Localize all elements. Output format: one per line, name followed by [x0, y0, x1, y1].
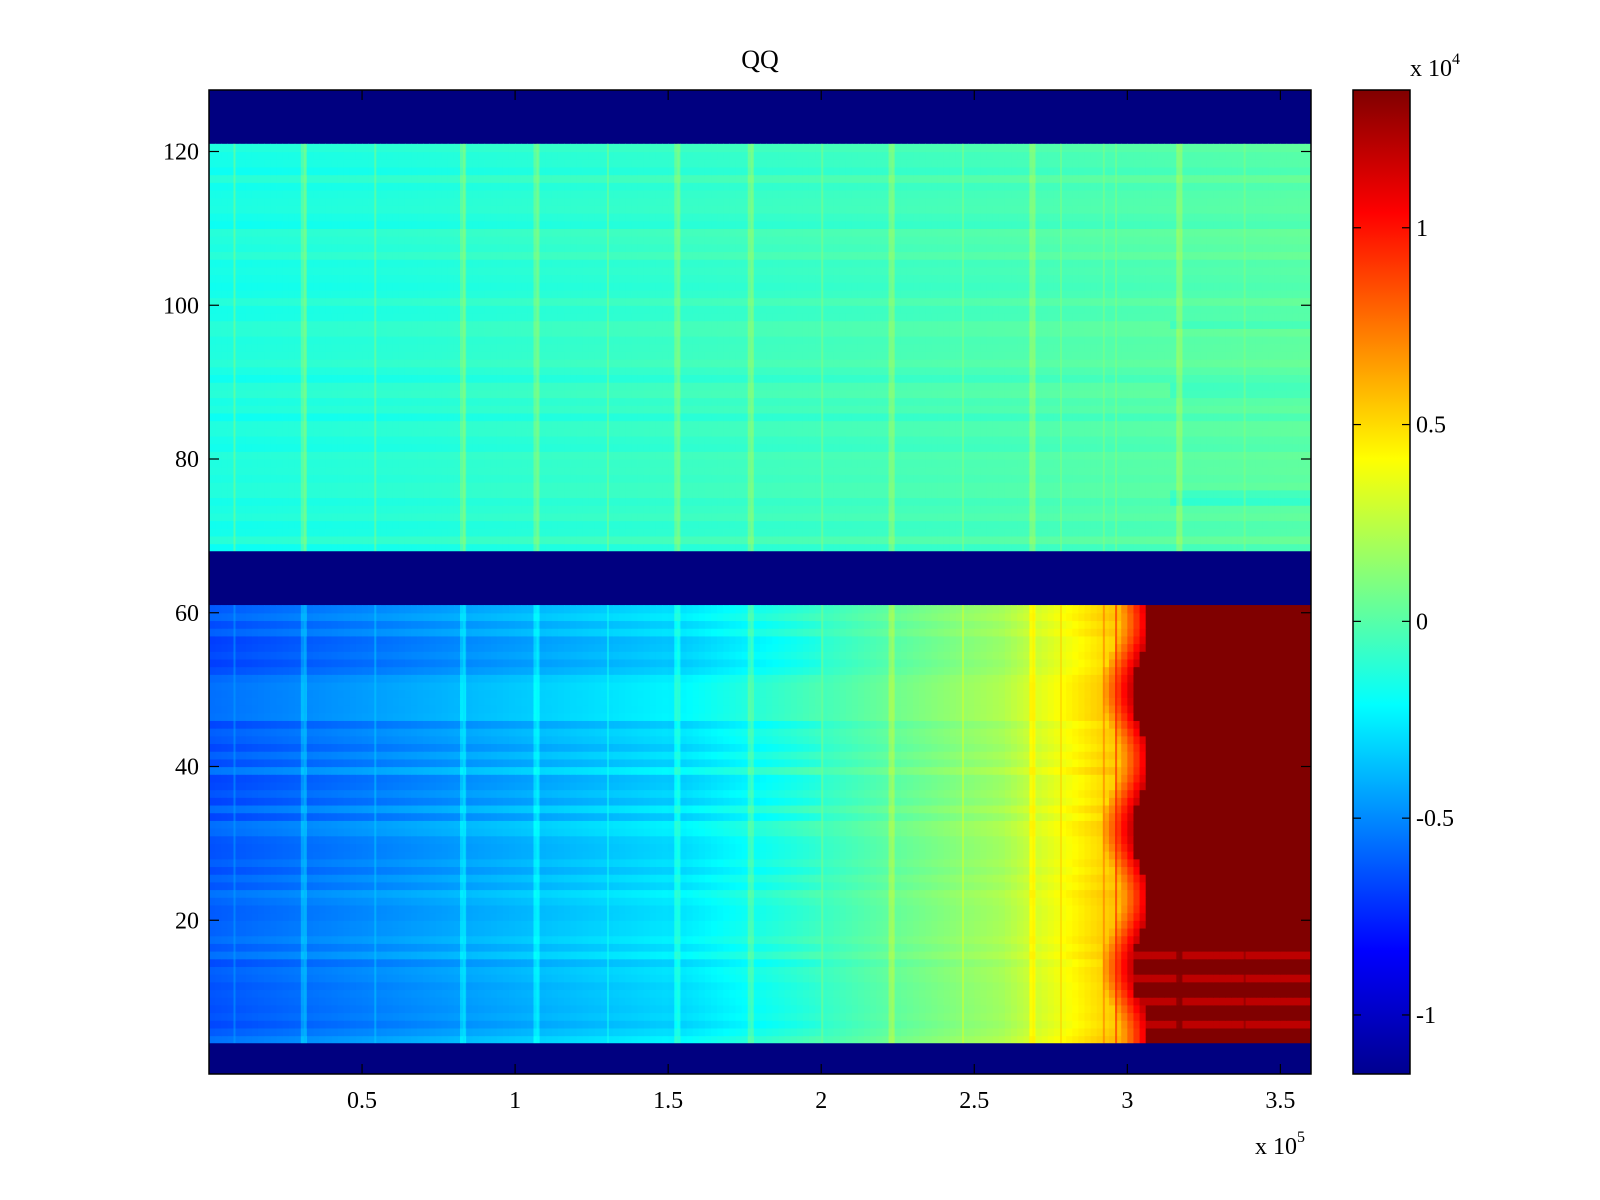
- plot-frame: [208, 89, 1312, 1075]
- chart-title: QQ: [741, 45, 779, 74]
- colorbar-multiplier: x 104: [1410, 51, 1460, 82]
- x-tick-label: 0.5: [347, 1088, 377, 1114]
- y-tick-label: 20: [175, 908, 199, 934]
- colorbar-multiplier-base: x 10: [1410, 56, 1452, 82]
- colorbar-tick-label: 0: [1416, 609, 1428, 635]
- x-axis-ticks: 0.5 1 1.5 2 2.5 3 3.5: [347, 90, 1295, 1114]
- x-multiplier-exponent: 5: [1297, 1129, 1305, 1146]
- x-tick-label: 2.5: [959, 1088, 989, 1114]
- heatmap-band-2: [209, 551, 1311, 606]
- heatmap-band-4: [209, 1043, 1311, 1074]
- y-axis-ticks: 20 40 60 80 100 120: [163, 140, 1311, 934]
- x-tick-label: 2: [815, 1088, 827, 1114]
- x-axis-multiplier: x 105: [1255, 1129, 1305, 1160]
- colorbar-tick-label: -0.5: [1416, 806, 1454, 832]
- colorbar: [1352, 89, 1411, 1075]
- heatmap-band-0: [209, 90, 1311, 145]
- colorbar-multiplier-exponent: 4: [1452, 51, 1460, 68]
- y-tick-label: 120: [163, 140, 199, 166]
- y-tick-label: 100: [163, 293, 199, 319]
- y-tick-label: 60: [175, 601, 199, 627]
- y-tick-label: 40: [175, 755, 199, 781]
- colorbar-tick-label: 1: [1416, 216, 1428, 242]
- x-tick-label: 1.5: [653, 1088, 683, 1114]
- heatmap-region-3: [209, 605, 1311, 1044]
- heatmap-region-1: [209, 143, 1311, 552]
- colorbar-tick-label: -1: [1416, 1003, 1436, 1029]
- x-tick-label: 1: [509, 1088, 521, 1114]
- x-multiplier-base: x 10: [1255, 1134, 1297, 1160]
- colorbar-ticks: -1 -0.5 0 0.5 1: [1353, 216, 1454, 1029]
- heatmap-image: [209, 90, 1311, 1074]
- x-tick-label: 3.5: [1265, 1088, 1295, 1114]
- colorbar-tick-label: 0.5: [1416, 413, 1446, 439]
- y-tick-label: 80: [175, 447, 199, 473]
- x-tick-label: 3: [1121, 1088, 1133, 1114]
